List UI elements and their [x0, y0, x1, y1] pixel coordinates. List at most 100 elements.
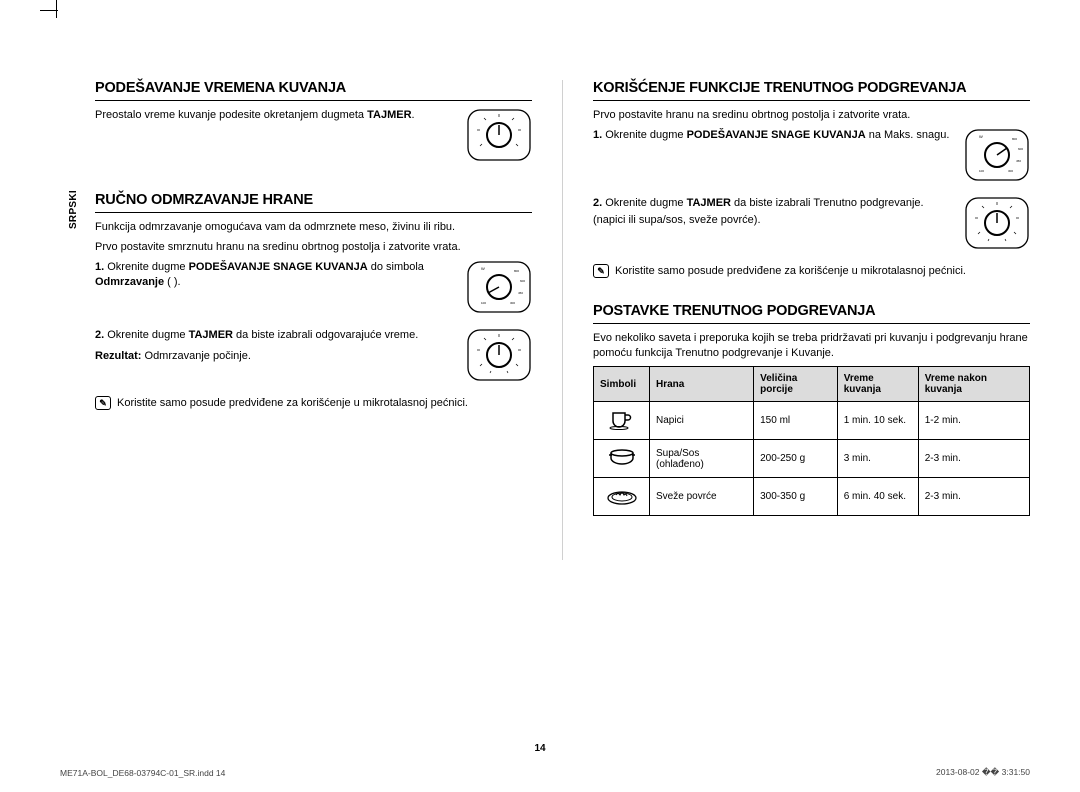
section-reheat-settings: POSTAVKE TRENUTNOG PODGREVANJA Evo nekol… [593, 303, 1030, 517]
cell-size: 300-350 g [754, 478, 838, 516]
text: ( ). [164, 276, 181, 288]
left-column: PODEŠAVANJE VREMENA KUVANJA Preostalo vr… [95, 80, 532, 560]
text: Okrenite dugme [605, 197, 686, 209]
svg-text:600: 600 [1018, 147, 1023, 151]
para: Prvo postavite hranu na sredinu obrtnog … [593, 108, 1030, 123]
text: na Maks. snagu. [866, 129, 950, 141]
note-text: Koristite samo posude predviđene za kori… [117, 396, 532, 411]
text: Okrenite dugme [107, 329, 188, 341]
page: SRPSKI PODEŠAVANJE VREMENA KUVANJA Preos… [0, 0, 1080, 792]
text: 2. [593, 197, 605, 209]
right-column: KORIŠĆENJE FUNKCIJE TRENUTNOG PODGREVANJ… [593, 80, 1030, 560]
text: Rezultat: [95, 350, 141, 362]
text: 2. [95, 329, 107, 341]
step-text: 1. Okrenite dugme PODEŠAVANJE SNAGE KUVA… [95, 260, 456, 290]
svg-text:450: 450 [1016, 159, 1021, 163]
svg-text:300: 300 [1008, 169, 1013, 173]
heading-cooking-time: PODEŠAVANJE VREMENA KUVANJA [95, 80, 532, 101]
note: ✎ Koristite samo posude predviđene za ko… [95, 396, 532, 411]
cell-stand: 1-2 min. [918, 402, 1029, 440]
step-1: 1. Okrenite dugme PODEŠAVANJE SNAGE KUVA… [95, 260, 532, 320]
text: Preostalo vreme kuvanje podesite okretan… [95, 109, 367, 121]
svg-text:W: W [979, 134, 983, 139]
footer-file: ME71A-BOL_DE68-03794C-01_SR.indd 14 [60, 768, 225, 778]
text: Odmrzavanje počinje. [141, 350, 250, 362]
section-manual-defrost: RUČNO ODMRZAVANJE HRANE Funkcija odmrzav… [95, 192, 532, 411]
timer-dial-icon [466, 108, 532, 168]
svg-text:W: W [481, 266, 485, 271]
text: da biste izabrali odgovarajuće vreme. [233, 329, 418, 341]
note-text: Koristite samo posude predviđene za kori… [615, 264, 1030, 279]
text: 1. [95, 261, 107, 273]
text: Odmrzavanje [95, 276, 164, 288]
table-row: Supa/Sos (ohlađeno) 200-250 g 3 min. 2-3… [594, 440, 1030, 478]
text: TAJMER [687, 197, 731, 209]
table-row: Napici 150 ml 1 min. 10 sek. 1-2 min. [594, 402, 1030, 440]
svg-text:300: 300 [510, 301, 515, 305]
columns: PODEŠAVANJE VREMENA KUVANJA Preostalo vr… [95, 80, 1030, 560]
text-bold: TAJMER [367, 109, 411, 121]
page-number: 14 [534, 743, 545, 754]
text: . [412, 109, 415, 121]
heading-reheat-settings: POSTAVKE TRENUTNOG PODGREVANJA [593, 303, 1030, 324]
step-2: 2. Okrenite dugme TAJMER da biste izabra… [593, 196, 1030, 256]
cell-stand: 2-3 min. [918, 440, 1029, 478]
para: Prvo postavite smrznutu hranu na sredinu… [95, 240, 532, 255]
text: 1. [593, 129, 605, 141]
svg-text:100: 100 [481, 301, 486, 305]
content-area: PODEŠAVANJE VREMENA KUVANJA Preostalo vr… [95, 80, 1030, 752]
para: Funkcija odmrzavanje omogućava vam da od… [95, 220, 532, 235]
note-icon: ✎ [95, 396, 111, 410]
column-divider [562, 80, 563, 560]
step-text: 1. Okrenite dugme PODEŠAVANJE SNAGE KUVA… [593, 128, 954, 143]
crop-mark [56, 0, 57, 18]
cell-time: 1 min. 10 sek. [837, 402, 918, 440]
table-header-row: Simboli Hrana Veličina porcije Vreme kuv… [594, 367, 1030, 402]
cell-size: 200-250 g [754, 440, 838, 478]
note: ✎ Koristite samo posude predviđene za ko… [593, 264, 1030, 279]
symbol-plate-icon [594, 478, 650, 516]
text: Okrenite dugme [107, 261, 188, 273]
step-1: 1. Okrenite dugme PODEŠAVANJE SNAGE KUVA… [593, 128, 1030, 188]
text: da biste izabrali Trenutno podgrevanje. [731, 197, 924, 209]
th-symbols: Simboli [594, 367, 650, 402]
reheat-table: Simboli Hrana Veličina porcije Vreme kuv… [593, 366, 1030, 516]
cell-food: Napici [650, 402, 754, 440]
power-dial-icon: W 800 600 450 300 100 [964, 128, 1030, 188]
cell-size: 150 ml [754, 402, 838, 440]
svg-text:600: 600 [520, 279, 525, 283]
step-2: 2. Okrenite dugme TAJMER da biste izabra… [95, 328, 532, 388]
text: TAJMER [189, 329, 233, 341]
svg-text:800: 800 [1012, 137, 1017, 141]
text: PODEŠAVANJE SNAGE KUVANJA [687, 129, 866, 141]
heading-manual-defrost: RUČNO ODMRZAVANJE HRANE [95, 192, 532, 213]
symbol-pot-icon [594, 440, 650, 478]
section-instant-reheat: KORIŠĆENJE FUNKCIJE TRENUTNOG PODGREVANJ… [593, 80, 1030, 279]
text: Okrenite dugme [605, 129, 686, 141]
heading-instant-reheat: KORIŠĆENJE FUNKCIJE TRENUTNOG PODGREVANJ… [593, 80, 1030, 101]
symbol-cup-icon [594, 402, 650, 440]
th-size: Veličina porcije [754, 367, 838, 402]
svg-text:800: 800 [514, 269, 519, 273]
th-time: Vreme kuvanja [837, 367, 918, 402]
table-row: Sveže povrće 300-350 g 6 min. 40 sek. 2-… [594, 478, 1030, 516]
th-stand: Vreme nakon kuvanja [918, 367, 1029, 402]
para: Evo nekoliko saveta i preporuka kojih se… [593, 331, 1030, 361]
step-text: 2. Okrenite dugme TAJMER da biste izabra… [95, 328, 456, 364]
para-row: Preostalo vreme kuvanje podesite okretan… [95, 108, 532, 168]
timer-dial-icon [964, 196, 1030, 256]
para-text: Preostalo vreme kuvanje podesite okretan… [95, 108, 456, 123]
step-text: 2. Okrenite dugme TAJMER da biste izabra… [593, 196, 954, 228]
cell-food: Supa/Sos (ohlađeno) [650, 440, 754, 478]
language-side-label: SRPSKI [68, 190, 79, 229]
cell-time: 3 min. [837, 440, 918, 478]
footer-date: 2013-08-02 �� 3:31:50 [936, 767, 1030, 778]
svg-text:450: 450 [518, 291, 523, 295]
timer-dial-icon [466, 328, 532, 388]
th-food: Hrana [650, 367, 754, 402]
section-cooking-time: PODEŠAVANJE VREMENA KUVANJA Preostalo vr… [95, 80, 532, 168]
power-dial-icon: W 800 600 450 300 100 [466, 260, 532, 320]
text: PODEŠAVANJE SNAGE KUVANJA [189, 261, 368, 273]
svg-text:100: 100 [979, 169, 984, 173]
cell-stand: 2-3 min. [918, 478, 1029, 516]
